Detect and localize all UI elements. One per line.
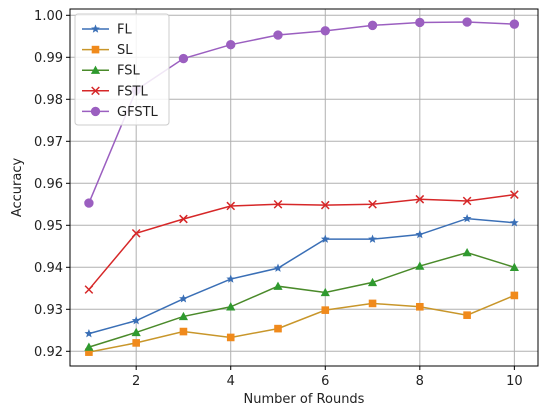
data-point-sl: [226, 333, 235, 342]
data-point-sl: [132, 339, 140, 347]
series-line-fsl: [88, 251, 515, 348]
data-point-fstl: [368, 199, 377, 209]
data-point-gfstl: [84, 198, 94, 208]
series-line-sl: [88, 294, 515, 353]
data-point-gfstl: [415, 17, 425, 28]
data-point-fstl: [415, 194, 425, 204]
data-point-fl: [509, 218, 519, 227]
data-point-gfstl: [273, 30, 283, 40]
data-point-fstl: [510, 190, 519, 199]
x-axis-ticks: 2 4 6 8 10: [132, 366, 523, 389]
data-point-fstl: [226, 201, 236, 211]
legend-label-fl: FL: [117, 23, 132, 38]
y-tick-label: 0.96: [34, 177, 63, 192]
legend-label-gfstl: GFSTL: [117, 105, 159, 120]
data-point-fl: [320, 234, 330, 243]
data-point-fsl: [509, 262, 519, 271]
data-point-fstl: [84, 285, 94, 294]
data-point-fsl: [273, 281, 283, 290]
grid-lines: [70, 9, 538, 366]
data-point-fsl: [178, 311, 189, 321]
data-point-gfstl: [367, 20, 378, 31]
data-point-fl: [415, 229, 425, 239]
data-point-fstl: [179, 214, 188, 224]
series-line-fl: [88, 217, 515, 335]
data-point-fstl: [273, 199, 283, 209]
data-point-fsl: [415, 261, 425, 270]
data-point-sl: [85, 348, 93, 356]
x-tick-label: 2: [132, 374, 140, 389]
data-point-fstl: [462, 196, 472, 206]
data-point-fl: [84, 329, 94, 338]
data-point-fsl: [131, 327, 141, 337]
data-point-gfstl: [178, 53, 189, 64]
data-point-fsl: [367, 277, 378, 287]
x-tick-label: 8: [416, 374, 424, 389]
legend-label-fstl: FSTL: [117, 84, 148, 99]
data-point-sl: [321, 306, 330, 314]
data-point-fstl: [131, 228, 141, 238]
legend-label-sl: SL: [117, 43, 133, 58]
data-point-fl: [368, 234, 377, 243]
data-point-fl: [273, 263, 283, 272]
data-point-sl: [179, 327, 188, 336]
series-line-fstl: [88, 193, 515, 291]
x-tick-label: 4: [227, 374, 235, 389]
legend-marker-fl: [91, 24, 100, 33]
x-tick-label: 6: [321, 374, 329, 389]
y-tick-label: 0.94: [34, 261, 63, 276]
data-point-gfstl: [509, 19, 520, 29]
data-point-fl: [226, 274, 236, 283]
y-tick-label: 0.93: [34, 303, 63, 318]
legend-label-fsl: FSL: [117, 64, 141, 79]
data-point-sl: [510, 291, 519, 300]
series-markers: [84, 17, 520, 356]
y-tick-label: 0.97: [34, 135, 63, 150]
legend-marker-fstl: [91, 86, 100, 96]
y-tick-label: 0.98: [34, 93, 63, 108]
legend: FL SL FSL FSTL GFSTL: [74, 13, 170, 126]
x-tick-label: 10: [506, 374, 523, 389]
y-tick-label: 1.00: [34, 9, 63, 24]
data-point-gfstl: [462, 17, 472, 27]
legend-marker-gfstl: [90, 106, 101, 117]
data-point-fl: [131, 316, 141, 325]
plot-frame: [69, 8, 539, 367]
y-tick-label: 0.95: [34, 219, 63, 234]
data-point-fsl: [84, 342, 94, 351]
data-point-fstl: [320, 200, 330, 210]
data-point-sl: [274, 324, 282, 333]
data-point-fsl: [320, 287, 330, 297]
data-point-fl: [179, 294, 188, 303]
y-tick-label: 0.99: [34, 51, 63, 66]
data-point-sl: [463, 311, 471, 319]
x-axis-label: Number of Rounds: [244, 392, 365, 407]
data-point-sl: [416, 302, 424, 311]
y-tick-label: 0.92: [34, 345, 63, 360]
data-point-fl: [462, 213, 472, 223]
y-axis-ticks: 0.92 0.93 0.94 0.95 0.96 0.97 0.98 0.99 1.00: [34, 9, 70, 360]
data-point-fsl: [462, 248, 472, 257]
legend-box: [74, 13, 170, 126]
y-axis-label: Accuracy: [10, 158, 25, 218]
data-point-gfstl: [226, 40, 236, 50]
legend-marker-sl: [91, 45, 100, 54]
legend-marker-fsl: [90, 65, 101, 74]
data-point-fsl: [226, 302, 236, 311]
data-point-sl: [368, 299, 377, 308]
data-point-gfstl: [320, 26, 330, 36]
